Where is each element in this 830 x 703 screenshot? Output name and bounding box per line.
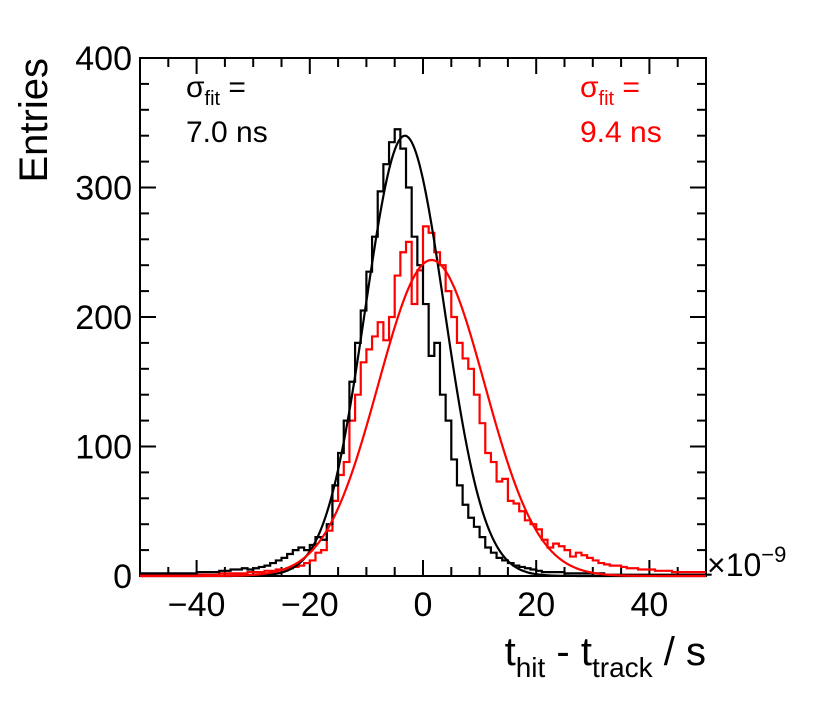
x-tick-label: 40 bbox=[630, 586, 668, 624]
fit-curves bbox=[140, 134, 706, 578]
y-tick-label: 400 bbox=[75, 40, 132, 78]
y-tick-label: 200 bbox=[75, 299, 132, 337]
histogram-black bbox=[140, 128, 712, 576]
legend-red-sigma: σfit = bbox=[580, 71, 640, 110]
legend-black-value: 7.0 ns bbox=[186, 116, 268, 149]
x-multiplier: ×10−9 bbox=[707, 542, 786, 583]
axis-ticks bbox=[139, 57, 707, 577]
histogram-red bbox=[140, 225, 706, 576]
y-tick-label: 0 bbox=[113, 558, 132, 596]
x-tick-labels: −40 −20 0 20 40 bbox=[168, 586, 669, 624]
x-tick-label: −40 bbox=[168, 586, 226, 624]
x-tick-label: −20 bbox=[281, 586, 339, 624]
fit-curve-black bbox=[140, 134, 706, 578]
y-tick-label: 100 bbox=[75, 429, 132, 467]
y-axis-label: Entries bbox=[12, 58, 56, 183]
fit-curve-red bbox=[140, 258, 706, 578]
legend-black-sigma: σfit = bbox=[186, 71, 246, 110]
x-axis-label: thit - ttrack / s bbox=[505, 630, 706, 683]
x-tick-label: 20 bbox=[517, 586, 555, 624]
y-tick-label: 300 bbox=[75, 170, 132, 208]
y-tick-labels: 0 100 200 300 400 bbox=[75, 40, 132, 596]
x-tick-label: 0 bbox=[414, 586, 433, 624]
histograms bbox=[140, 128, 712, 576]
legend-red-value: 9.4 ns bbox=[580, 116, 662, 149]
